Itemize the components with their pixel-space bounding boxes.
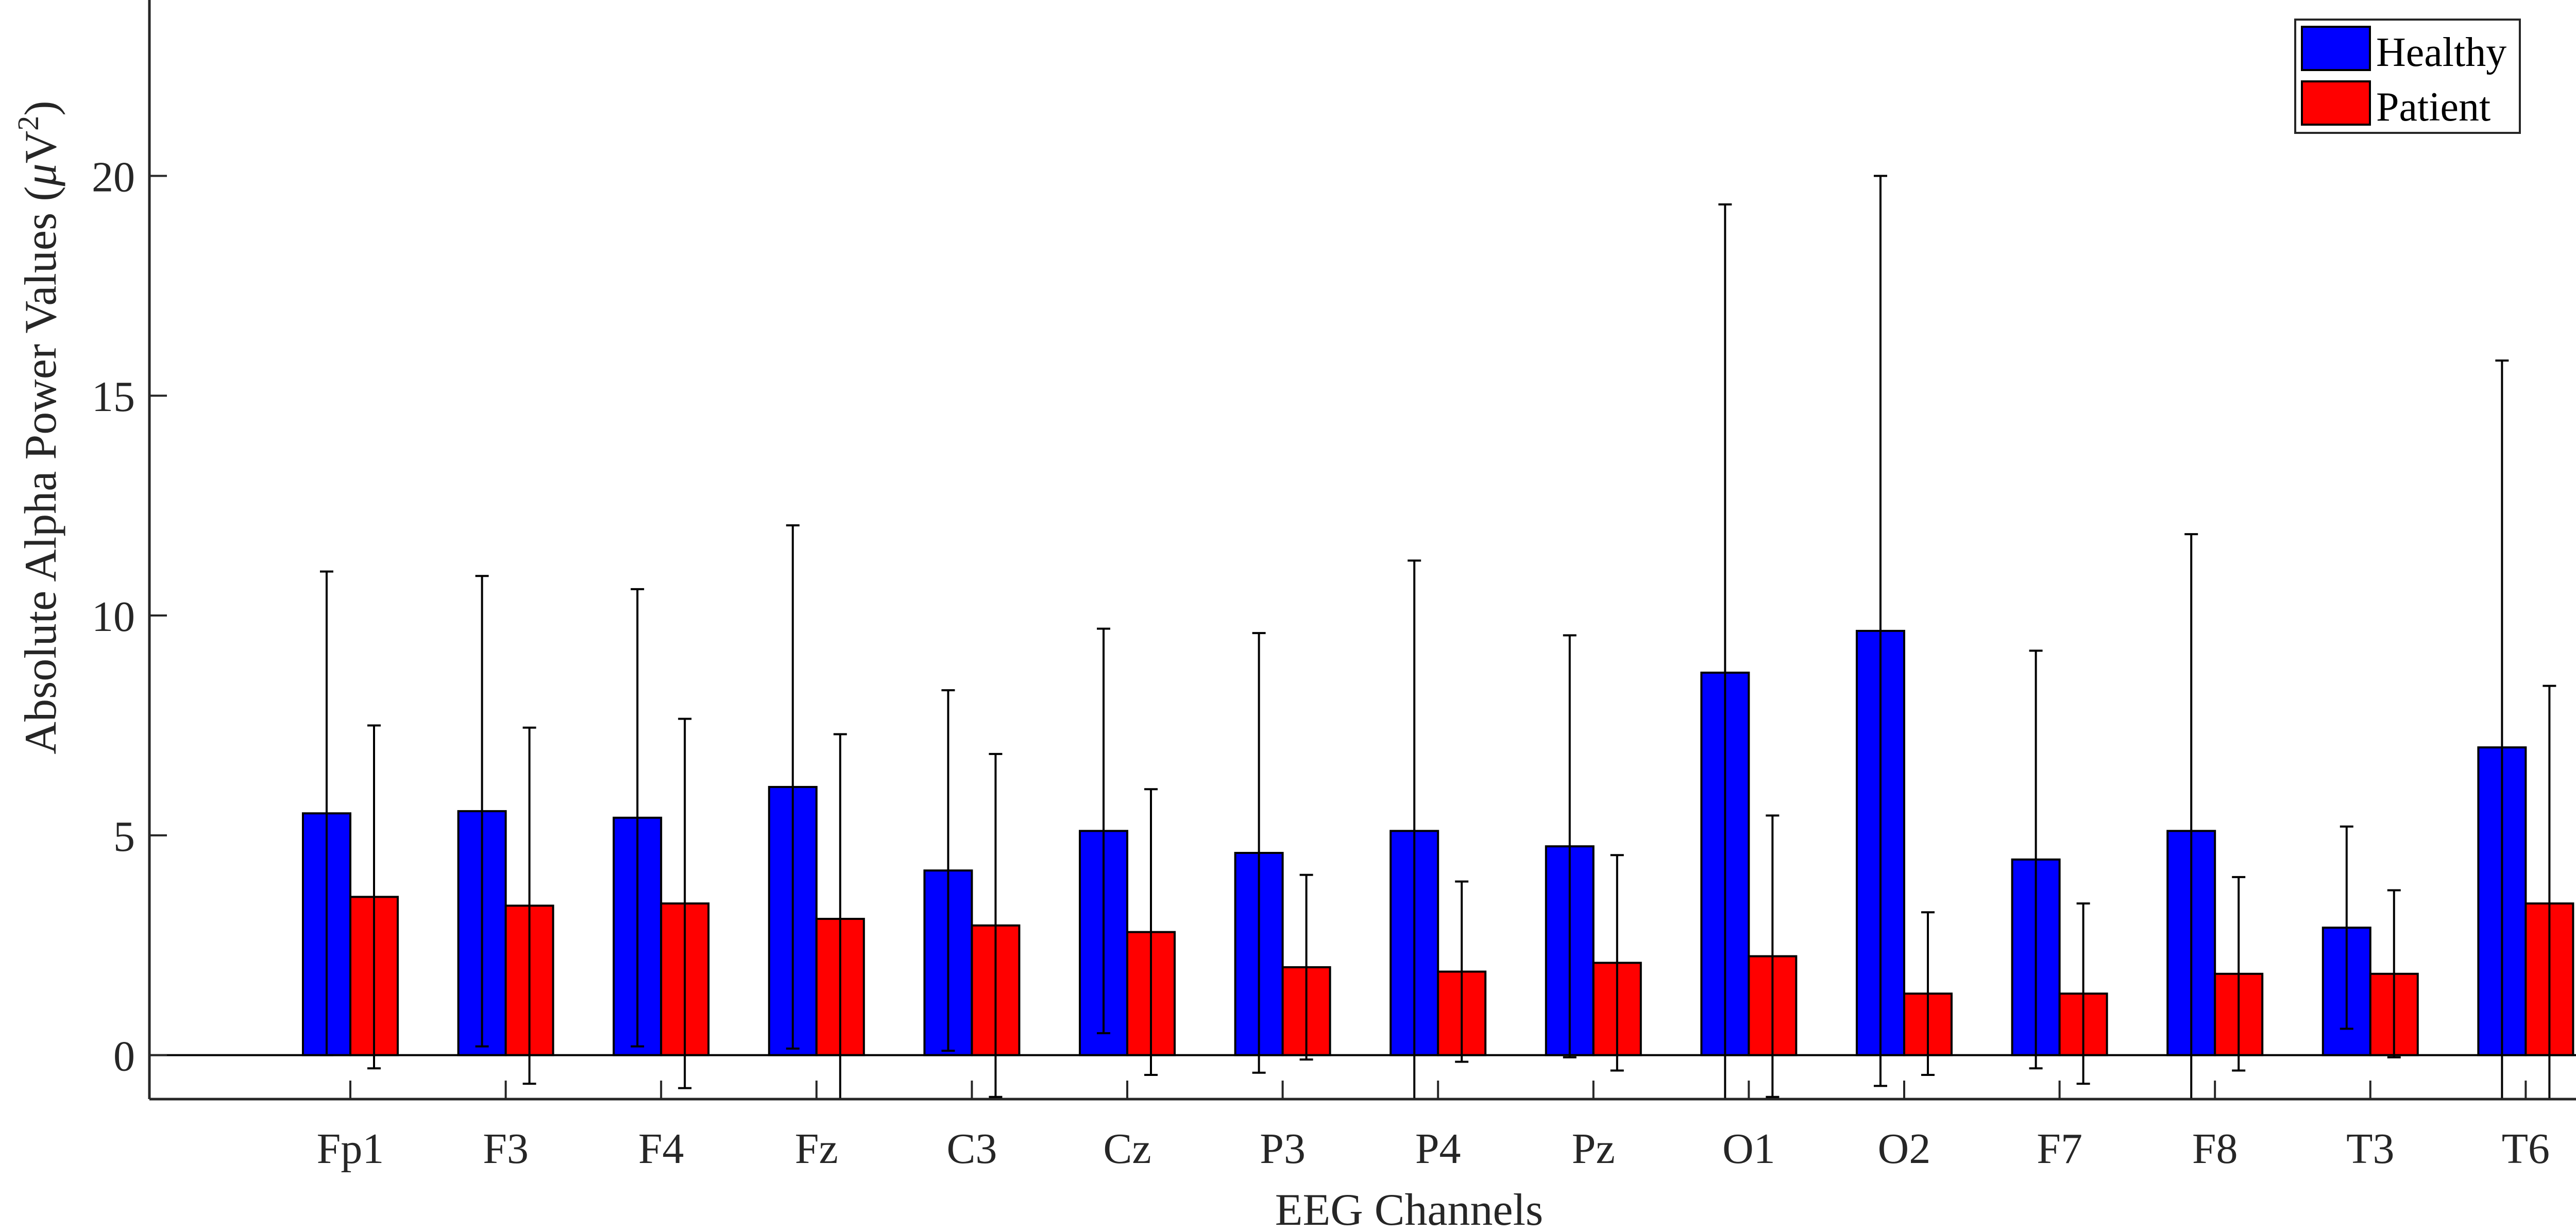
errorbar-patient-t3 bbox=[2387, 889, 2401, 1058]
y-axis-label-main: Absolute Alpha Power Values ( bbox=[16, 186, 66, 754]
y-tick-label-5: 5 bbox=[113, 813, 135, 861]
x-tick-label-pz: Pz bbox=[1572, 1125, 1615, 1173]
y-axis-label-mu: μ bbox=[16, 163, 66, 186]
x-tick-label-f4: F4 bbox=[638, 1125, 684, 1173]
x-tick-label-o2: O2 bbox=[1878, 1125, 1931, 1173]
errorbar-healthy-f4 bbox=[631, 588, 645, 1048]
legend: Healthy Patient bbox=[2294, 19, 2521, 134]
y-tick-label-10: 10 bbox=[92, 593, 135, 641]
axes-layer bbox=[148, 0, 2576, 1101]
errorbar-patient-f8 bbox=[2232, 876, 2246, 1072]
x-tick-label-p4: P4 bbox=[1415, 1125, 1461, 1173]
errorbars-layer bbox=[320, 175, 2556, 1099]
x-axis-label: EEG Channels bbox=[1275, 1185, 1544, 1232]
y-axis-label-close: ) bbox=[16, 100, 66, 115]
legend-label-healthy: Healthy bbox=[2376, 30, 2506, 75]
x-tick-label-fz: Fz bbox=[795, 1125, 838, 1173]
errorbar-patient-c3 bbox=[989, 752, 1003, 1098]
errorbar-healthy-f3 bbox=[475, 575, 489, 1048]
errorbar-patient-t6 bbox=[2543, 685, 2556, 1099]
y-axis-label-sup: 2 bbox=[11, 116, 45, 131]
x-tick-label-p3: P3 bbox=[1260, 1125, 1306, 1173]
x-tick-label-cz: Cz bbox=[1103, 1125, 1151, 1173]
errorbar-patient-fp1 bbox=[367, 724, 381, 1070]
errorbar-patient-f4 bbox=[678, 717, 692, 1089]
errorbar-healthy-f7 bbox=[2029, 649, 2043, 1070]
errorbar-patient-o1 bbox=[1766, 814, 1780, 1098]
errorbar-healthy-f8 bbox=[2184, 533, 2198, 1099]
x-tick-label-f3: F3 bbox=[483, 1125, 529, 1173]
errorbar-patient-f7 bbox=[2076, 902, 2090, 1085]
errorbar-patient-o2 bbox=[1921, 911, 1935, 1076]
legend-label-patient: Patient bbox=[2376, 84, 2490, 130]
errorbar-healthy-p3 bbox=[1252, 632, 1266, 1074]
x-tick-label-t6: T6 bbox=[2502, 1125, 2550, 1173]
errorbar-healthy-p4 bbox=[1408, 559, 1421, 1099]
legend-swatch-healthy bbox=[2301, 26, 2371, 71]
errorbar-patient-pz bbox=[1610, 854, 1624, 1072]
errorbar-patient-cz bbox=[1144, 788, 1158, 1076]
errorbar-patient-f3 bbox=[522, 726, 536, 1085]
errorbar-healthy-t6 bbox=[2495, 359, 2509, 1099]
y-tick-label-20: 20 bbox=[92, 153, 135, 201]
x-tick-label-f7: F7 bbox=[2037, 1125, 2082, 1173]
y-axis-label-unit: V bbox=[16, 131, 66, 164]
errorbar-healthy-pz bbox=[1563, 634, 1577, 1058]
errorbar-healthy-c3 bbox=[941, 689, 955, 1052]
errorbar-healthy-t3 bbox=[2340, 825, 2353, 1030]
x-tick-label-fp1: Fp1 bbox=[317, 1125, 384, 1173]
errorbar-healthy-o2 bbox=[1874, 175, 1887, 1087]
x-tick-label-o1: O1 bbox=[1722, 1125, 1775, 1173]
y-axis-label: Absolute Alpha Power Values (μV2) bbox=[11, 100, 66, 754]
errorbar-healthy-fz bbox=[786, 524, 800, 1050]
y-tick-label-15: 15 bbox=[92, 373, 135, 421]
errorbar-healthy-cz bbox=[1097, 627, 1110, 1034]
errorbar-patient-fz bbox=[833, 733, 847, 1099]
errorbar-patient-p3 bbox=[1299, 874, 1313, 1061]
legend-swatch-patient bbox=[2301, 80, 2371, 126]
y-tick-label-0: 0 bbox=[113, 1033, 135, 1081]
errorbar-patient-p4 bbox=[1455, 880, 1469, 1063]
x-tick-label-t3: T3 bbox=[2346, 1125, 2394, 1173]
ticks-layer: Fp1 F3 F4 Fz C3 Cz P3 P4 Pz O1 O2 F7 F8 T3 T6 0 5 10 15 20 bbox=[92, 153, 2550, 1173]
x-tick-label-f8: F8 bbox=[2192, 1125, 2238, 1173]
x-tick-label-c3: C3 bbox=[946, 1125, 997, 1173]
errorbar-healthy-o1 bbox=[1718, 203, 1732, 1099]
